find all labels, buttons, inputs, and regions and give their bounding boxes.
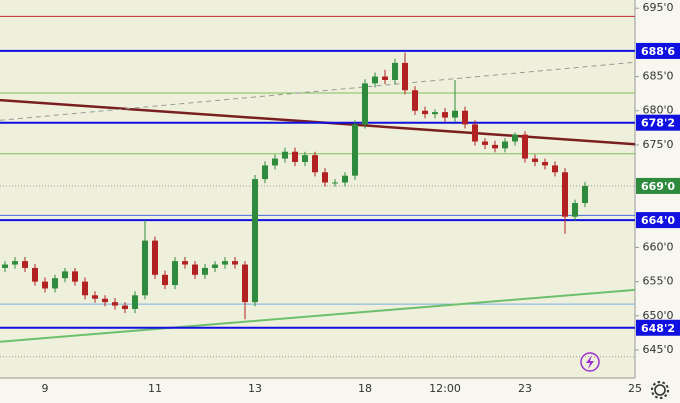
candle-body — [312, 155, 318, 173]
candle-body — [252, 179, 258, 303]
time-axis-background — [0, 378, 635, 403]
candle-body — [22, 261, 28, 268]
candle-body — [582, 185, 588, 204]
candle-body — [452, 110, 458, 118]
plot-layer — [0, 15, 636, 358]
candle-body — [532, 158, 538, 162]
level-label: 648'2 — [641, 322, 675, 335]
candle-body — [442, 112, 448, 118]
candle-body — [192, 264, 198, 275]
y-tick-label: 660'0 — [642, 240, 673, 253]
gear — [654, 384, 666, 396]
y-tick-label: 645'0 — [642, 343, 673, 356]
candle-body — [492, 144, 498, 149]
level-label: 678'2 — [641, 117, 675, 130]
candle-body — [342, 175, 348, 183]
candle-body — [332, 182, 338, 184]
candle-body — [222, 261, 228, 265]
x-tick-label: 12:00 — [429, 382, 461, 395]
y-tick-label: 685'0 — [642, 70, 673, 83]
candle-body — [382, 76, 388, 80]
last-price-label-bg — [636, 177, 680, 194]
level-label: 664'0 — [641, 214, 675, 227]
candle-body — [82, 281, 88, 296]
level-label-bg — [636, 114, 680, 131]
candle-body — [172, 261, 178, 286]
candle-body — [142, 240, 148, 296]
level-label-bg — [636, 319, 680, 336]
candle-body — [482, 141, 488, 145]
candle-body — [402, 62, 408, 91]
candle-body — [122, 305, 128, 309]
candle-body — [42, 281, 48, 289]
candle-body — [112, 302, 118, 306]
level-label-bg — [636, 212, 680, 229]
x-tick-label: 9 — [42, 382, 49, 395]
candle-body — [392, 62, 398, 80]
candle-body — [322, 172, 328, 183]
y-tick-label: 680'0 — [642, 104, 673, 117]
candle-body — [372, 76, 378, 84]
last-price-label: 669'0 — [641, 180, 675, 193]
candle-body — [2, 264, 8, 268]
candle-body — [292, 151, 298, 162]
candle-body — [542, 162, 548, 166]
trend-line — [0, 61, 636, 121]
candle-body — [572, 203, 578, 217]
candle-body — [522, 134, 528, 159]
candle-body — [92, 295, 98, 299]
candle-body — [242, 264, 248, 303]
settings-icon[interactable] — [651, 381, 669, 399]
candle-body — [462, 110, 468, 125]
candle-body — [352, 124, 358, 176]
candle-body — [262, 165, 268, 180]
y-tick-label: 650'0 — [642, 309, 673, 322]
candle-body — [512, 134, 518, 142]
candle-body — [132, 295, 138, 309]
candle-body — [102, 298, 108, 303]
candle-body — [282, 151, 288, 159]
candle-body — [412, 90, 418, 111]
candle-body — [432, 112, 438, 115]
x-tick-label: 11 — [148, 382, 162, 395]
x-tick-label: 25 — [628, 382, 642, 395]
candle-body — [562, 172, 568, 217]
price-axis-background — [635, 0, 680, 403]
candle-body — [52, 278, 58, 289]
candle-body — [202, 267, 208, 275]
candle-body — [32, 267, 38, 282]
plot-background — [0, 0, 635, 378]
candle-body — [272, 158, 278, 166]
candle-body — [422, 110, 428, 115]
candle-body — [72, 271, 78, 282]
candle-body — [302, 155, 308, 162]
candle-body — [212, 264, 218, 268]
candle-body — [472, 124, 478, 142]
alert-icon[interactable] — [580, 352, 600, 372]
candle-body — [362, 83, 368, 125]
candle-body — [502, 141, 508, 149]
y-tick-label: 675'0 — [642, 138, 673, 151]
level-label-bg — [636, 42, 680, 59]
x-tick-label: 13 — [248, 382, 262, 395]
candle-body — [552, 165, 558, 173]
trend-line — [0, 288, 636, 343]
y-tick-label: 695'0 — [642, 1, 673, 14]
candle-body — [182, 261, 188, 265]
level-label: 688'6 — [641, 45, 675, 58]
candle-body — [12, 261, 18, 265]
alert-bolt — [586, 355, 594, 369]
candle-body — [232, 261, 238, 265]
x-tick-label: 18 — [358, 382, 372, 395]
x-tick-label: 23 — [518, 382, 532, 395]
candle-body — [162, 274, 168, 286]
candle-body — [152, 240, 158, 275]
candle-body — [62, 271, 68, 279]
gear-teeth — [651, 381, 669, 399]
y-tick-label: 655'0 — [642, 275, 673, 288]
